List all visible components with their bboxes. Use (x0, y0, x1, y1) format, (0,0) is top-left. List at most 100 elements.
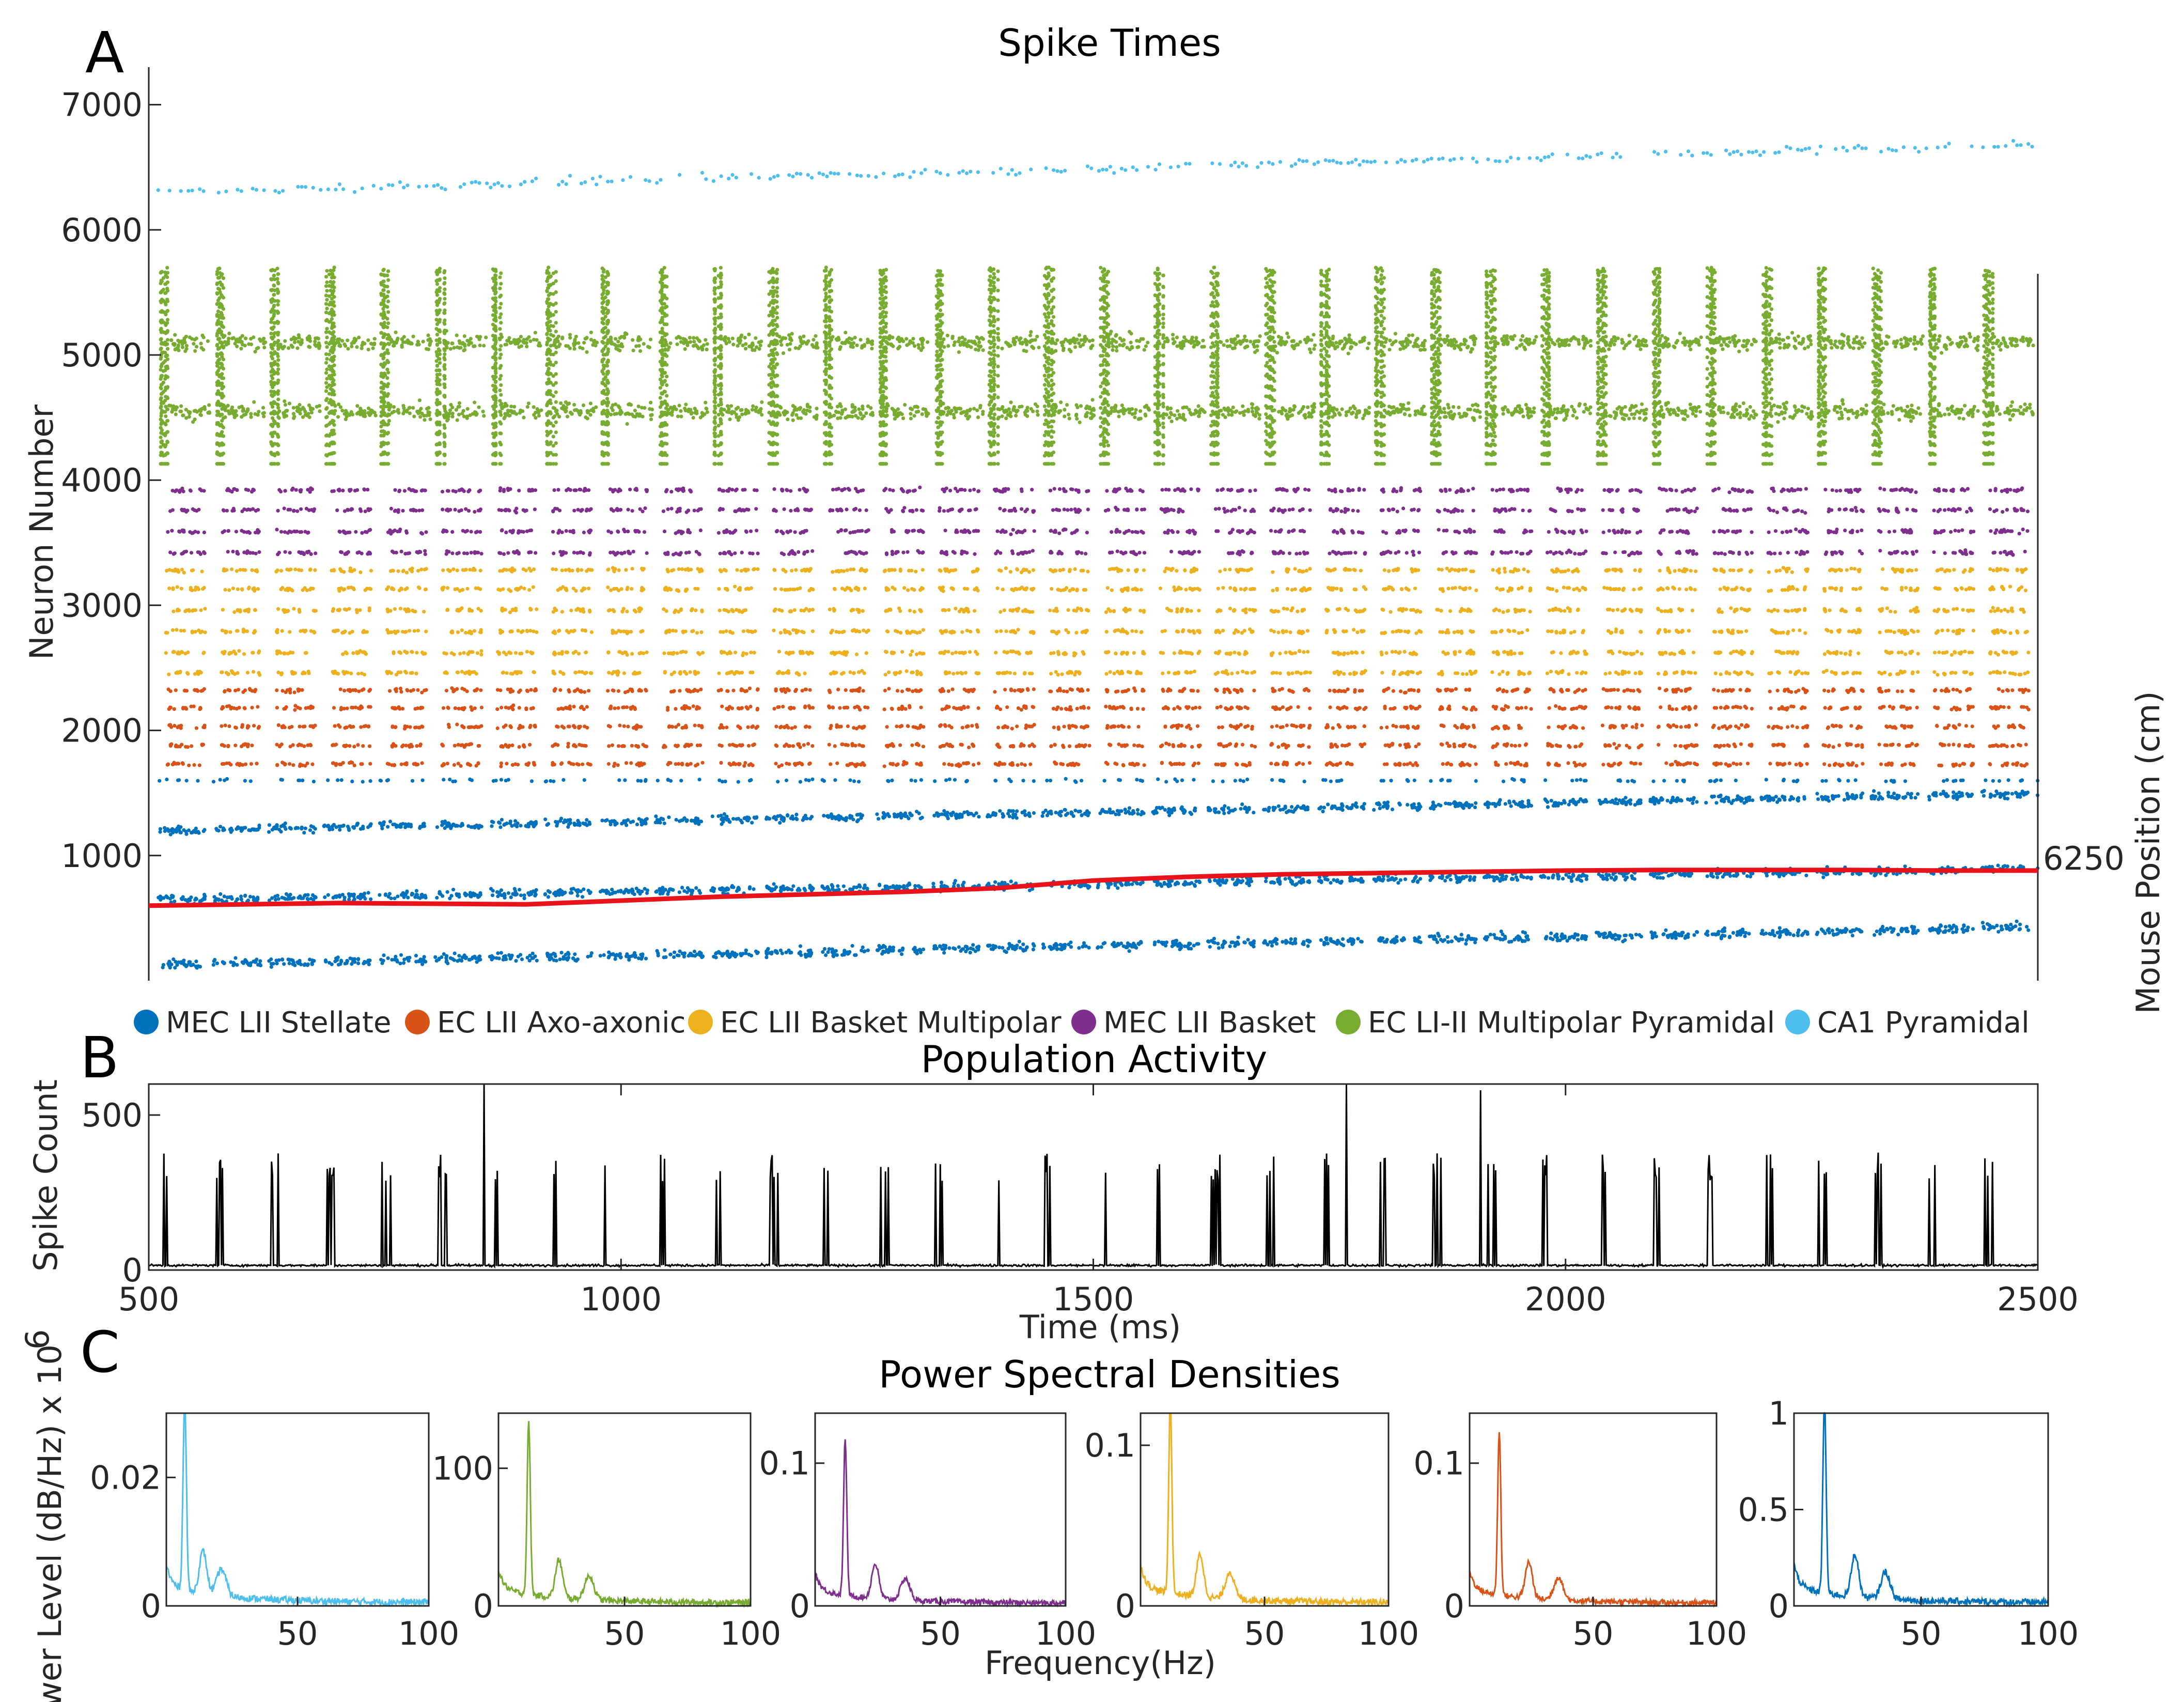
spike-dot (957, 764, 961, 768)
spike-dot (173, 900, 176, 903)
spike-dot (1023, 813, 1027, 816)
spike-dot (942, 762, 946, 766)
spike-dot (293, 690, 297, 694)
spike-dot (1041, 814, 1044, 818)
spike-dot (167, 688, 170, 691)
spike-dot (548, 890, 552, 894)
spike-dot (1221, 780, 1225, 783)
spike-dot (1517, 938, 1520, 941)
spike-dot (178, 831, 182, 834)
spike-dot (866, 949, 870, 952)
spike-dot (1890, 779, 1893, 782)
spike-dot (1061, 946, 1065, 949)
spike-dot (1612, 934, 1616, 937)
spike-dot (504, 723, 508, 727)
spike-dot (233, 689, 237, 692)
spike-dot (366, 825, 370, 829)
spike-dot (382, 953, 385, 957)
spike-dot (1190, 745, 1194, 749)
spike-dot (1271, 940, 1275, 944)
spike-dot (403, 826, 407, 829)
spike-dot (1651, 780, 1655, 783)
spike-dot (1711, 933, 1714, 936)
spike-dot (1017, 706, 1020, 710)
spike-dot (202, 893, 206, 896)
spike-dot (993, 690, 996, 693)
spike-dot (1831, 929, 1834, 932)
spike-dot (962, 811, 966, 814)
spike-dot (442, 706, 445, 710)
spike-dot (309, 824, 313, 828)
spike-dot (779, 725, 783, 729)
spike-dot (1779, 930, 1783, 934)
spike-dot (226, 688, 230, 692)
spike-dot (288, 726, 291, 730)
spike-dot (287, 897, 291, 901)
spike-dot (636, 745, 639, 748)
spike-dot (1356, 937, 1360, 940)
spike-dot (1432, 937, 1436, 941)
spike-dot (554, 687, 557, 691)
spike-dot (875, 812, 879, 816)
spike-dot (477, 826, 480, 830)
spike-dot (2006, 864, 2009, 868)
spike-dot (694, 819, 697, 823)
spike-dot (1930, 927, 1934, 931)
spike-dot (907, 688, 911, 691)
spike-dot (1846, 797, 1850, 800)
spike-dot (229, 961, 232, 964)
spike-dot (1827, 799, 1831, 802)
spike-dot (675, 818, 678, 822)
spike-dot (384, 893, 387, 897)
spike-dot (895, 763, 898, 767)
spike-dot (567, 742, 570, 746)
spike-dot (1109, 882, 1113, 886)
spike-dot (663, 822, 666, 825)
spike-dot (780, 689, 784, 693)
spike-dot (1614, 797, 1618, 801)
spike-dot (1720, 799, 1723, 802)
spike-dot (225, 777, 229, 781)
spike-dot (1079, 885, 1082, 888)
spike-dot (965, 724, 969, 728)
spike-dot (1117, 742, 1120, 746)
spike-dot (1375, 878, 1378, 882)
spike-dot (1243, 941, 1247, 945)
spike-dot (664, 888, 667, 891)
spike-dot (967, 746, 971, 749)
spike-dot (324, 960, 328, 963)
spike-dot (1339, 942, 1343, 946)
spike-dot (957, 813, 960, 817)
spike-dot (1319, 938, 1323, 942)
spike-dot (1124, 883, 1128, 886)
spike-dot (1076, 687, 1080, 691)
spike-dot (845, 816, 848, 819)
spike-dot (922, 948, 925, 951)
spike-dot (750, 821, 754, 825)
spike-dot (508, 955, 512, 958)
spike-dot (1236, 881, 1239, 885)
spike-dot (1492, 933, 1496, 937)
spike-dot (498, 688, 502, 692)
spike-dot (633, 955, 637, 959)
spike-dot (947, 689, 950, 693)
spike-dot (1708, 779, 1712, 783)
spike-dot (633, 707, 637, 711)
spike-dot (467, 763, 471, 766)
spike-dot (420, 761, 424, 765)
spike-dot (783, 744, 786, 748)
spike-raster (157, 139, 2040, 970)
spike-dot (1436, 940, 1439, 944)
spike-dot (1124, 808, 1127, 811)
spike-dot (1955, 793, 1958, 796)
spike-dot (1142, 689, 1145, 692)
spike-dot (1570, 935, 1574, 938)
spike-dot (810, 888, 814, 891)
spike-dot (1153, 942, 1157, 946)
spike-dot (274, 826, 277, 830)
spike-dot (1788, 798, 1792, 801)
spike-dot (1837, 794, 1840, 798)
spike-dot (182, 958, 185, 962)
spike-dot (1895, 794, 1899, 797)
spike-dot (378, 893, 381, 897)
